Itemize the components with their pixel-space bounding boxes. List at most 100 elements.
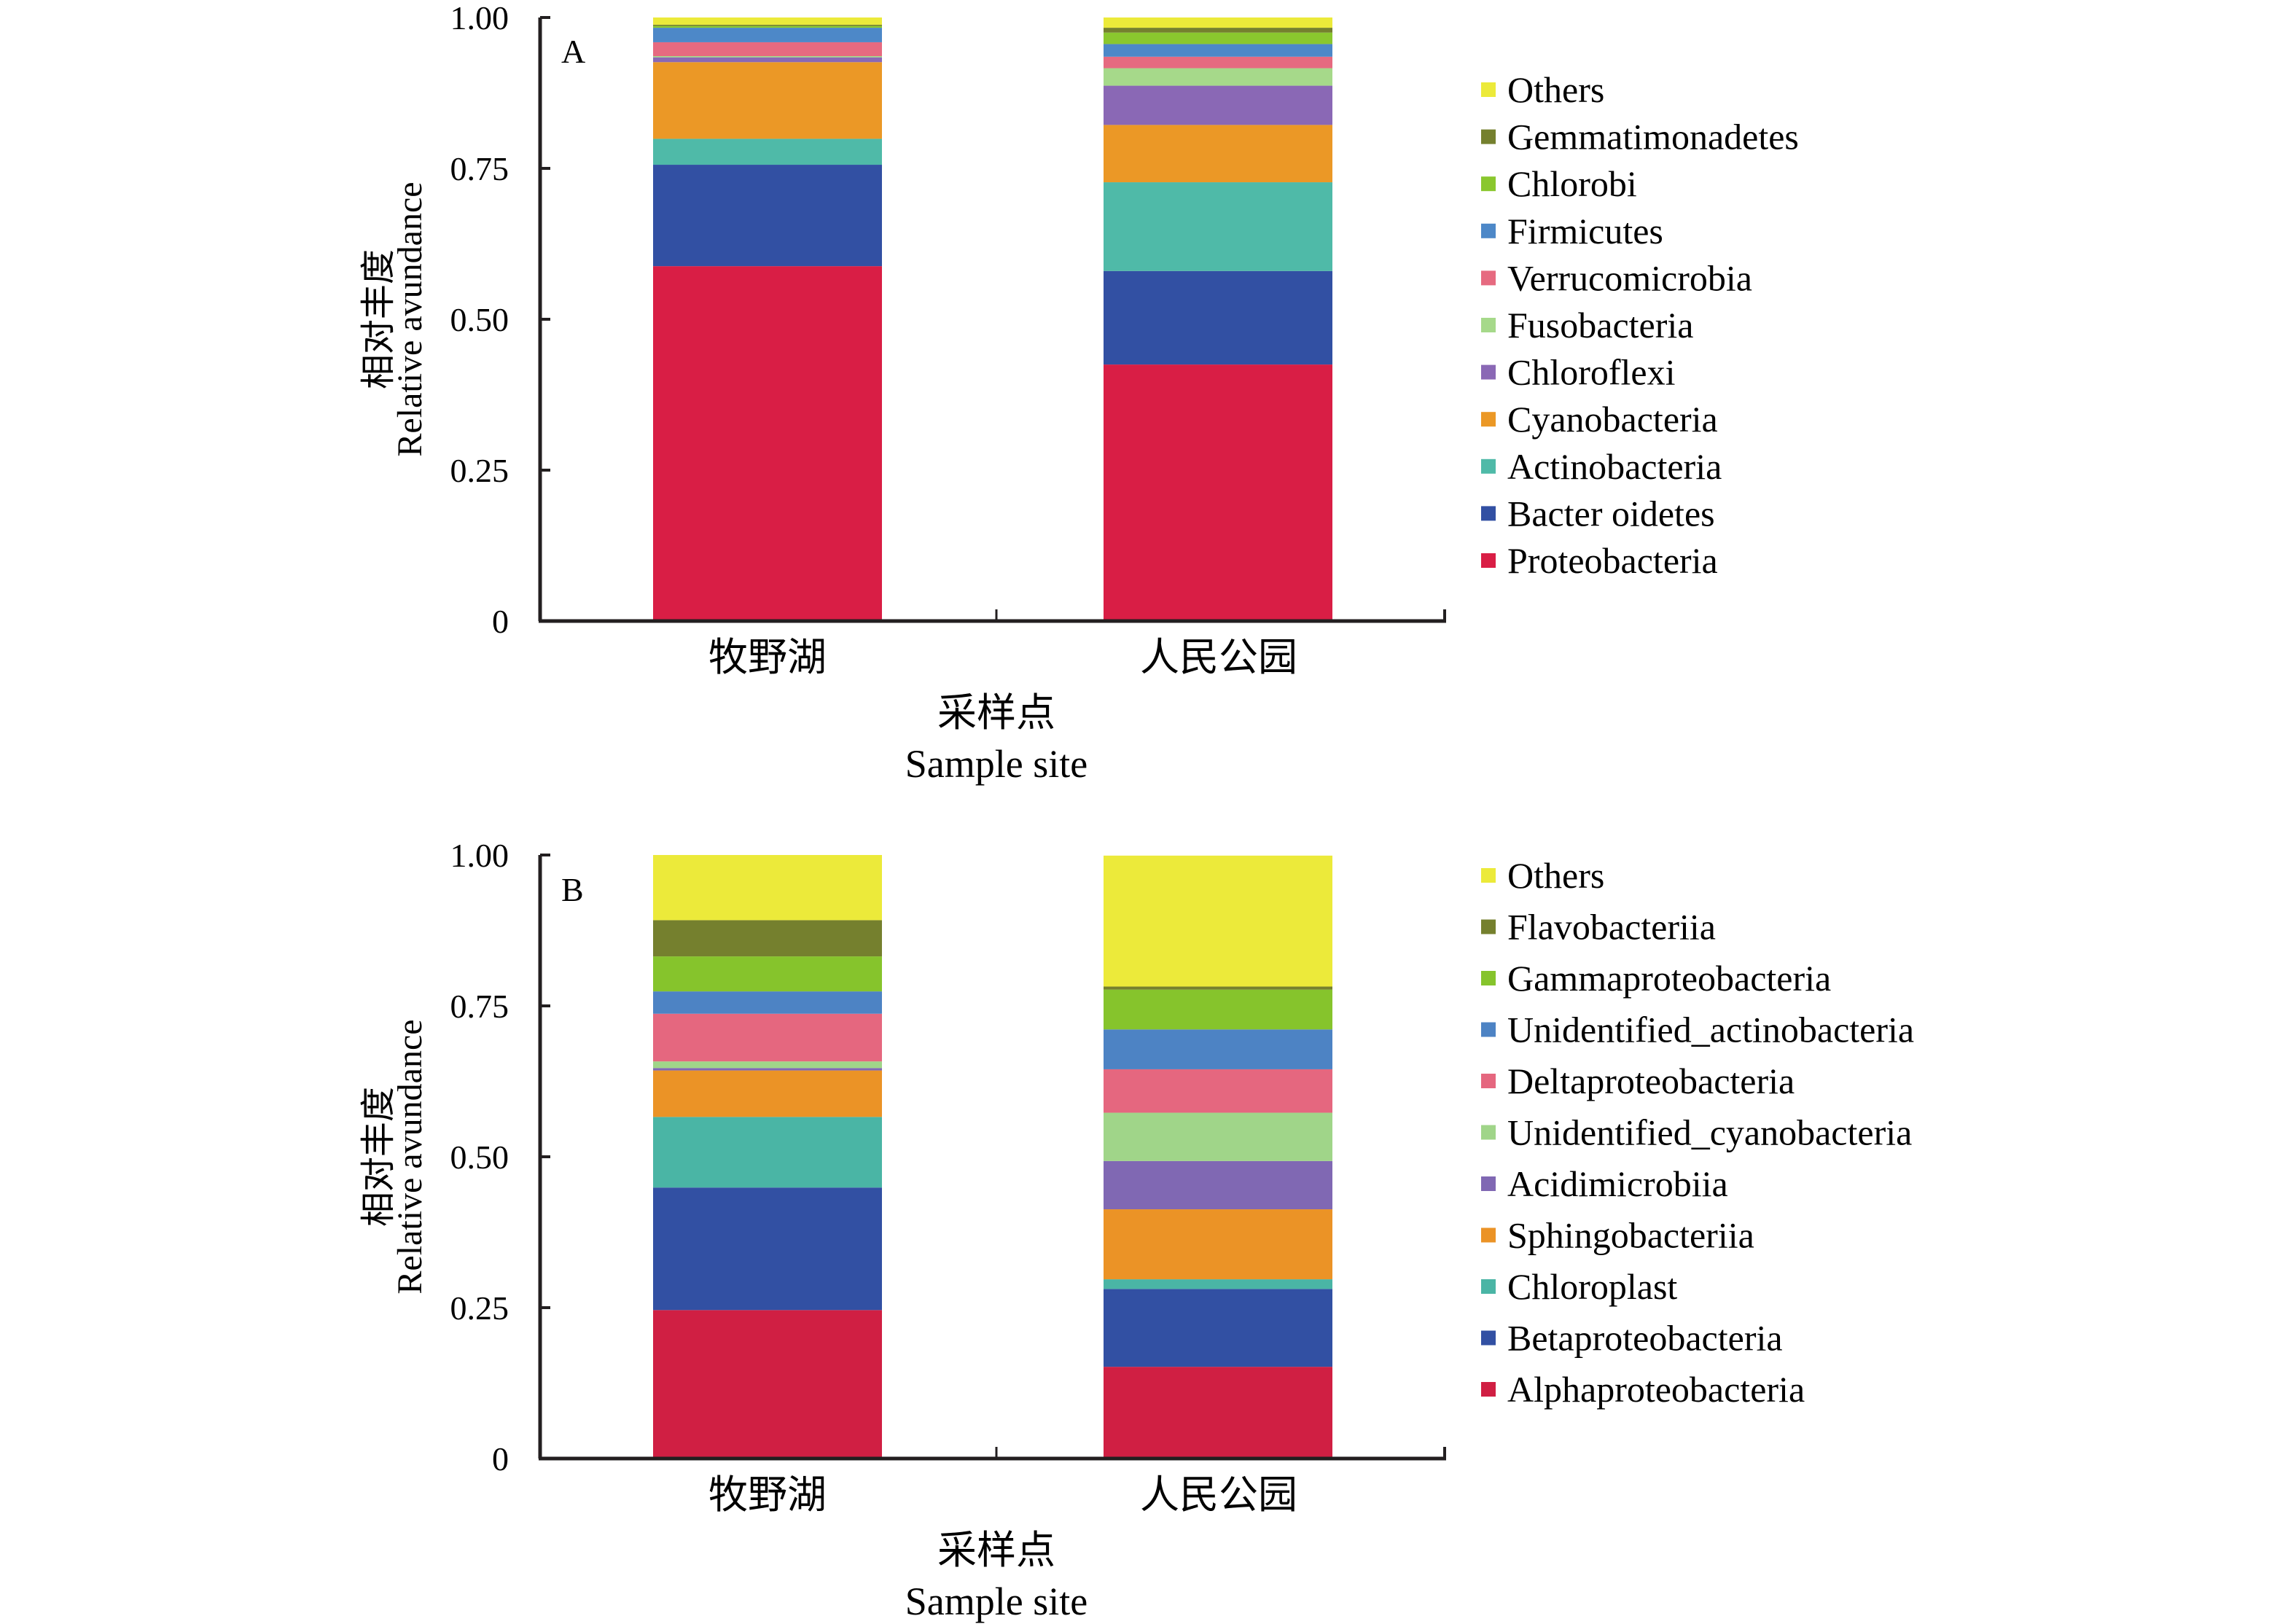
bar-segment-gemmatimonadetes xyxy=(1104,28,1332,33)
bar-segment-bacter-oidetes xyxy=(653,165,882,267)
x-axis-title-cn: 采样点 xyxy=(937,1529,1055,1572)
bar-segment-actinobacteria xyxy=(1104,182,1332,271)
bar-segment-acidimicrobiia xyxy=(1104,1160,1332,1210)
legend-label: Sphingobacteriia xyxy=(1507,1215,1754,1256)
bar-segment-chloroplast xyxy=(653,1117,882,1188)
bar-segment-cyanobacteria xyxy=(653,62,882,139)
bar-segment-gammaproteobacteria xyxy=(653,956,882,992)
legend-swatch xyxy=(1481,270,1496,286)
bar-segment-unidentified-cyanobacteria xyxy=(653,1061,882,1069)
legend-label: Cyanobacteria xyxy=(1507,399,1718,440)
bar-segment-betaproteobacteria xyxy=(653,1187,882,1311)
legend-label: Firmicutes xyxy=(1507,211,1663,251)
legend-swatch xyxy=(1481,1227,1496,1243)
x-axis-title-en: Sample site xyxy=(905,1580,1088,1623)
legend-swatch xyxy=(1481,1074,1496,1088)
bar-segment-bacter-oidetes xyxy=(1104,270,1332,365)
legend-swatch xyxy=(1481,318,1496,332)
bar-segment-alphaproteobacteria xyxy=(1104,1367,1332,1459)
y-tick-label: 0 xyxy=(492,603,509,640)
legend-label: Flavobacteriia xyxy=(1507,907,1716,948)
legend-swatch xyxy=(1481,458,1496,474)
y-ticks-a: 0 0.25 0.50 0.75 1.00 xyxy=(450,0,550,640)
y-tick-label: 1.00 xyxy=(450,0,509,36)
legend-swatch xyxy=(1481,1382,1496,1397)
legend-label: Chloroplast xyxy=(1507,1266,1677,1307)
legend-label: Unidentified_cyanobacteria xyxy=(1507,1112,1912,1153)
bar-segment-others xyxy=(653,17,882,25)
y-axis-title-en: Relative avundance xyxy=(391,1019,429,1294)
bar-segment-unidentified-actinobacteria xyxy=(1104,1029,1332,1069)
y-axis-title-cn: 相对丰度 xyxy=(359,249,398,389)
legend-label: Chloroflexi xyxy=(1507,352,1676,393)
y-tick-label: 0.50 xyxy=(450,301,509,338)
bar-segment-firmicutes xyxy=(653,28,882,42)
bar-segment-alphaproteobacteria xyxy=(653,1310,882,1459)
legend-swatch xyxy=(1481,82,1496,97)
legend-label: Betaproteobacteria xyxy=(1507,1318,1783,1359)
legend-label: Acidimicrobiia xyxy=(1507,1163,1728,1204)
bar-segment-others xyxy=(653,855,882,921)
legend-label: Proteobacteria xyxy=(1507,540,1718,581)
bar-segment-chloroflexi xyxy=(653,57,882,63)
bar-segment-betaproteobacteria xyxy=(1104,1289,1332,1367)
y-axis-title-cn: 相对丰度 xyxy=(359,1087,398,1227)
legend-swatch xyxy=(1481,364,1496,380)
bar-segment-others xyxy=(1104,17,1332,28)
legend-label: Deltaproteobacteria xyxy=(1507,1061,1795,1101)
legend-swatch xyxy=(1481,1022,1496,1037)
bar-segment-deltaproteobacteria xyxy=(653,1013,882,1062)
bar-segment-fusobacteria xyxy=(653,55,882,58)
category-label: 牧野湖 xyxy=(708,1473,827,1517)
legend-swatch xyxy=(1481,1176,1496,1191)
legend-label: Gammaproteobacteria xyxy=(1507,958,1831,999)
bar-segment-chlorobi xyxy=(653,26,882,28)
bar-segment-flavobacteriia xyxy=(653,920,882,957)
legend-label: Others xyxy=(1507,855,1604,896)
bar-segment-chloroplast xyxy=(1104,1279,1332,1289)
bar-segment-unidentified-cyanobacteria xyxy=(1104,1112,1332,1161)
y-ticks-b: 0 0.25 0.50 0.75 1.00 xyxy=(450,837,550,1477)
legend-label: Gemmatimonadetes xyxy=(1507,117,1799,157)
bar-segment-others xyxy=(1104,855,1332,987)
bar-segment-unidentified-actinobacteria xyxy=(653,991,882,1014)
legend-a: Others Gemmatimonadetes Chlorobi Firmicutes… xyxy=(1481,69,1799,581)
y-tick-label: 0.25 xyxy=(450,1289,509,1327)
bar-segment-sphingobacteriia xyxy=(653,1070,882,1117)
bar-segment-proteobacteria xyxy=(1104,364,1332,621)
x-axis-title-cn: 采样点 xyxy=(937,691,1055,735)
legend-swatch xyxy=(1481,971,1496,985)
bar-segment-fusobacteria xyxy=(1104,68,1332,86)
bar-segment-chlorobi xyxy=(1104,32,1332,44)
bar-segment-firmicutes xyxy=(1104,44,1332,57)
legend-label: Fusobacteria xyxy=(1507,305,1693,346)
bar-segment-verrucomicrobia xyxy=(653,42,882,56)
legend-label: Unidentified_actinobacteria xyxy=(1507,1010,1914,1050)
panel-label-b: B xyxy=(561,871,584,908)
legend-label: Others xyxy=(1507,69,1604,110)
bar-segment-sphingobacteriia xyxy=(1104,1209,1332,1280)
panel-label-a: A xyxy=(561,33,585,70)
legend-swatch xyxy=(1481,919,1496,934)
legend-label: Actinobacteria xyxy=(1507,446,1722,487)
panel-b: 0 0.25 0.50 0.75 1.00 B 牧野湖 人民公园 采样点 Sample … xyxy=(359,837,1914,1623)
legend-swatch xyxy=(1481,1125,1496,1140)
category-label: 牧野湖 xyxy=(708,636,827,679)
bar-segment-gammaproteobacteria xyxy=(1104,989,1332,1030)
bar-segment-actinobacteria xyxy=(653,138,882,165)
bar-segment-chloroflexi xyxy=(1104,85,1332,125)
legend-swatch xyxy=(1481,553,1496,568)
panel-a: 0 0.25 0.50 0.75 1.00 A 牧野湖 人民公园 采样点 Sample … xyxy=(359,0,1799,786)
bars-b xyxy=(653,855,1332,1459)
legend-swatch xyxy=(1481,412,1496,427)
x-axis-title-en: Sample site xyxy=(905,742,1088,786)
legend-label: Chlorobi xyxy=(1507,163,1637,204)
legend-swatch xyxy=(1481,506,1496,521)
bar-segment-acidimicrobiia xyxy=(653,1068,882,1071)
y-tick-label: 0.50 xyxy=(450,1139,509,1176)
y-axis-title-en: Relative avundance xyxy=(391,181,429,456)
y-tick-label: 0.25 xyxy=(450,452,509,489)
category-label: 人民公园 xyxy=(1140,1473,1297,1517)
legend-swatch xyxy=(1481,1330,1496,1346)
